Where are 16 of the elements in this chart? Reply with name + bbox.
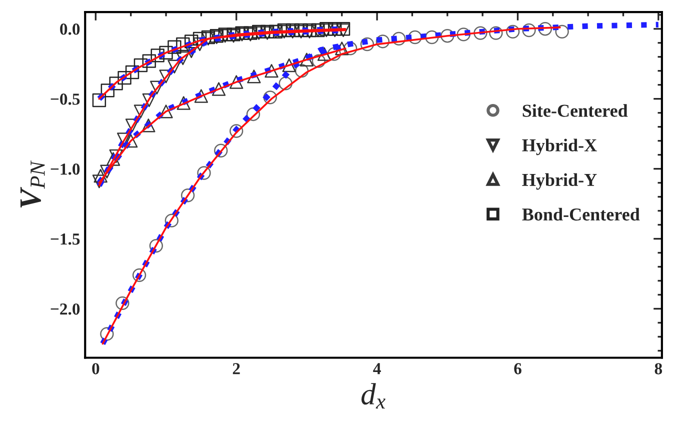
x-tick-label: 6	[514, 363, 522, 374]
legend-label: Hybrid-Y	[522, 173, 597, 190]
y-axis-title: V$_{PN}$	[20, 160, 45, 208]
x-tick-label: 4	[373, 363, 381, 374]
x-axis-title: d$_{x}$	[361, 383, 386, 408]
legend-label: Site-Centered	[522, 104, 628, 117]
legend-label: Bond-Centered	[522, 208, 640, 221]
x-tick-label: 0	[92, 363, 100, 374]
legend-label: Hybrid-X	[522, 138, 597, 156]
y-tick-label: −0.5	[50, 94, 80, 105]
y-tick-label: 0.0	[60, 24, 80, 35]
x-tick-label: 2	[232, 363, 240, 374]
y-tick-label: −2.0	[50, 303, 80, 315]
x-tick-label: 8	[654, 363, 662, 374]
y-tick-label: −1.0	[50, 164, 80, 175]
y-tick-label: −1.5	[50, 234, 80, 245]
